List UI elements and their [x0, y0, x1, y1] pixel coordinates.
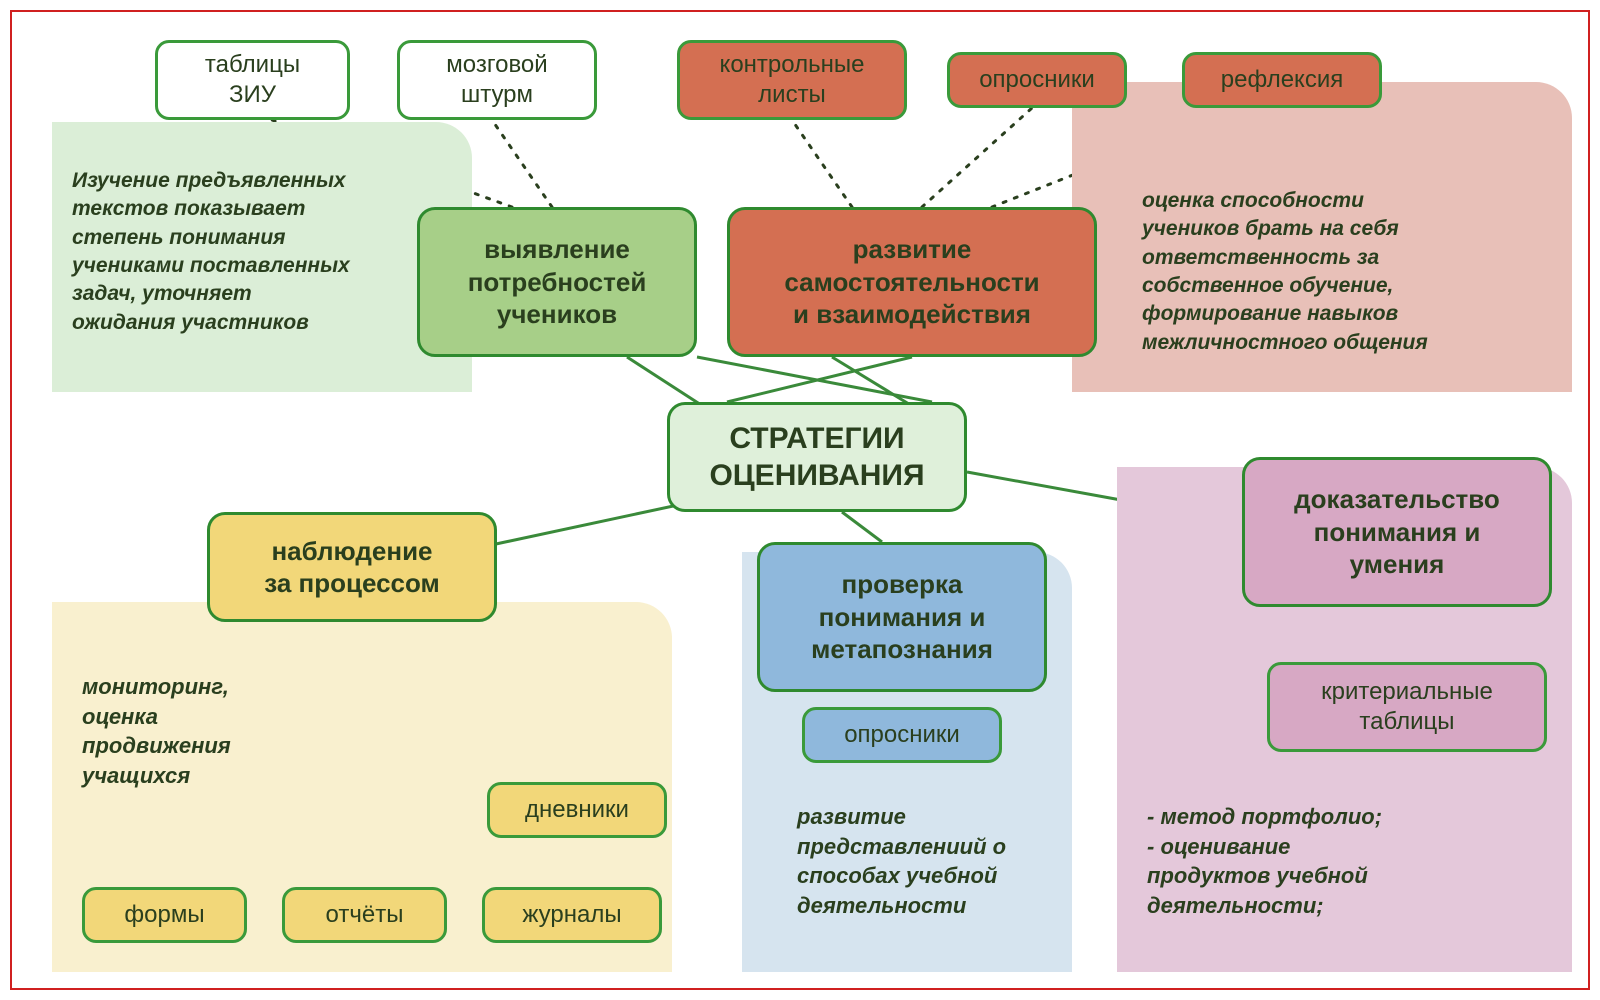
node-red-sub-checklists: контрольные листы — [677, 40, 907, 120]
node-yellow-sub-reports: отчёты — [282, 887, 447, 943]
desc-pink: - метод портфолио; - оценивание продукто… — [1147, 802, 1547, 921]
node-blue-sub-surveys: опросники — [802, 707, 1002, 763]
node-green-sub-tables: таблицы ЗИУ — [155, 40, 350, 120]
node-red-sub-surveys: опросники — [947, 52, 1127, 108]
node-yellow-sub-diaries: дневники — [487, 782, 667, 838]
node-red-sub-reflection: рефлексия — [1182, 52, 1382, 108]
node-yellow-sub-journals: журналы — [482, 887, 662, 943]
node-red-main: развитие самостоятельности и взаимодейст… — [727, 207, 1097, 357]
node-pink-sub-criteria: критериальные таблицы — [1267, 662, 1547, 752]
node-green-main: выявление потребностей учеников — [417, 207, 697, 357]
node-yellow-sub-forms: формы — [82, 887, 247, 943]
desc-yellow: мониторинг, оценка продвижения учащихся — [82, 672, 342, 791]
node-yellow-main: наблюдение за процессом — [207, 512, 497, 622]
node-center: СТРАТЕГИИ ОЦЕНИВАНИЯ — [667, 402, 967, 512]
desc-blue: развитие представлениий о способах учебн… — [797, 802, 1097, 921]
diagram-frame: Изучение предъявленных текстов показывае… — [10, 10, 1590, 990]
desc-green: Изучение предъявленных текстов показывае… — [72, 167, 432, 337]
node-green-sub-brainstorm: мозговой штурм — [397, 40, 597, 120]
desc-red: оценка способности учеников брать на себ… — [1142, 187, 1562, 357]
node-pink-main: доказательство понимания и умения — [1242, 457, 1552, 607]
node-blue-main: проверка понимания и метапознания — [757, 542, 1047, 692]
